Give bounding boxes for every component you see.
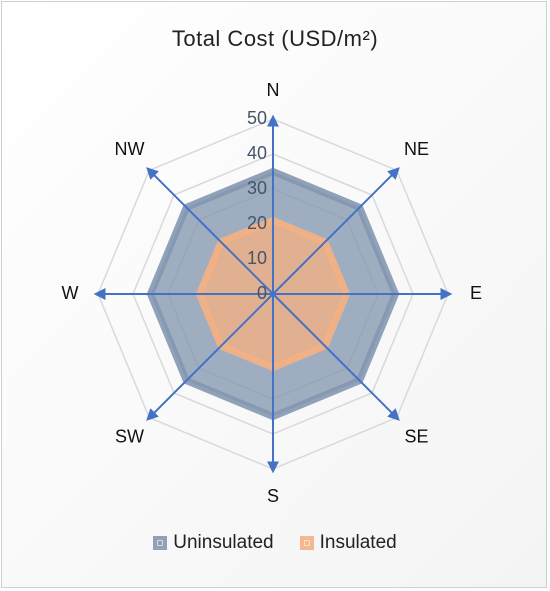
radar-labels: N NE E SE S SW W NW 0 10 20 30 40 50	[62, 80, 483, 506]
direction-label-sw: SW	[115, 426, 144, 446]
direction-label-s: S	[267, 486, 279, 506]
legend-swatch-uninsulated	[153, 536, 168, 550]
legend-label-uninsulated: Uninsulated	[173, 532, 274, 553]
direction-label-se: SE	[405, 426, 429, 446]
direction-label-nw: NW	[114, 139, 144, 159]
radar-axes	[93, 114, 453, 474]
legend: Uninsulated Insulated	[0, 532, 550, 554]
direction-label-w: W	[62, 283, 79, 303]
tick-label-30: 30	[247, 178, 267, 198]
tick-label-10: 10	[247, 248, 267, 268]
tick-label-40: 40	[247, 143, 267, 163]
axis-sw	[146, 293, 274, 421]
legend-item-uninsulated: Uninsulated	[153, 532, 274, 554]
axis-se	[272, 293, 400, 421]
direction-label-n: N	[267, 80, 280, 100]
legend-label-insulated: Insulated	[319, 532, 397, 553]
tick-label-20: 20	[247, 213, 267, 233]
legend-swatch-insulated	[299, 536, 314, 550]
tick-label-50: 50	[247, 108, 267, 128]
tick-label-0: 0	[257, 283, 267, 303]
axis-nw	[146, 167, 274, 295]
direction-label-e: E	[470, 283, 482, 303]
chart-title: Total Cost (USD/m²)	[171, 26, 379, 51]
legend-item-insulated: Insulated	[299, 532, 397, 554]
direction-label-ne: NE	[404, 139, 429, 159]
axis-ne	[272, 167, 400, 295]
